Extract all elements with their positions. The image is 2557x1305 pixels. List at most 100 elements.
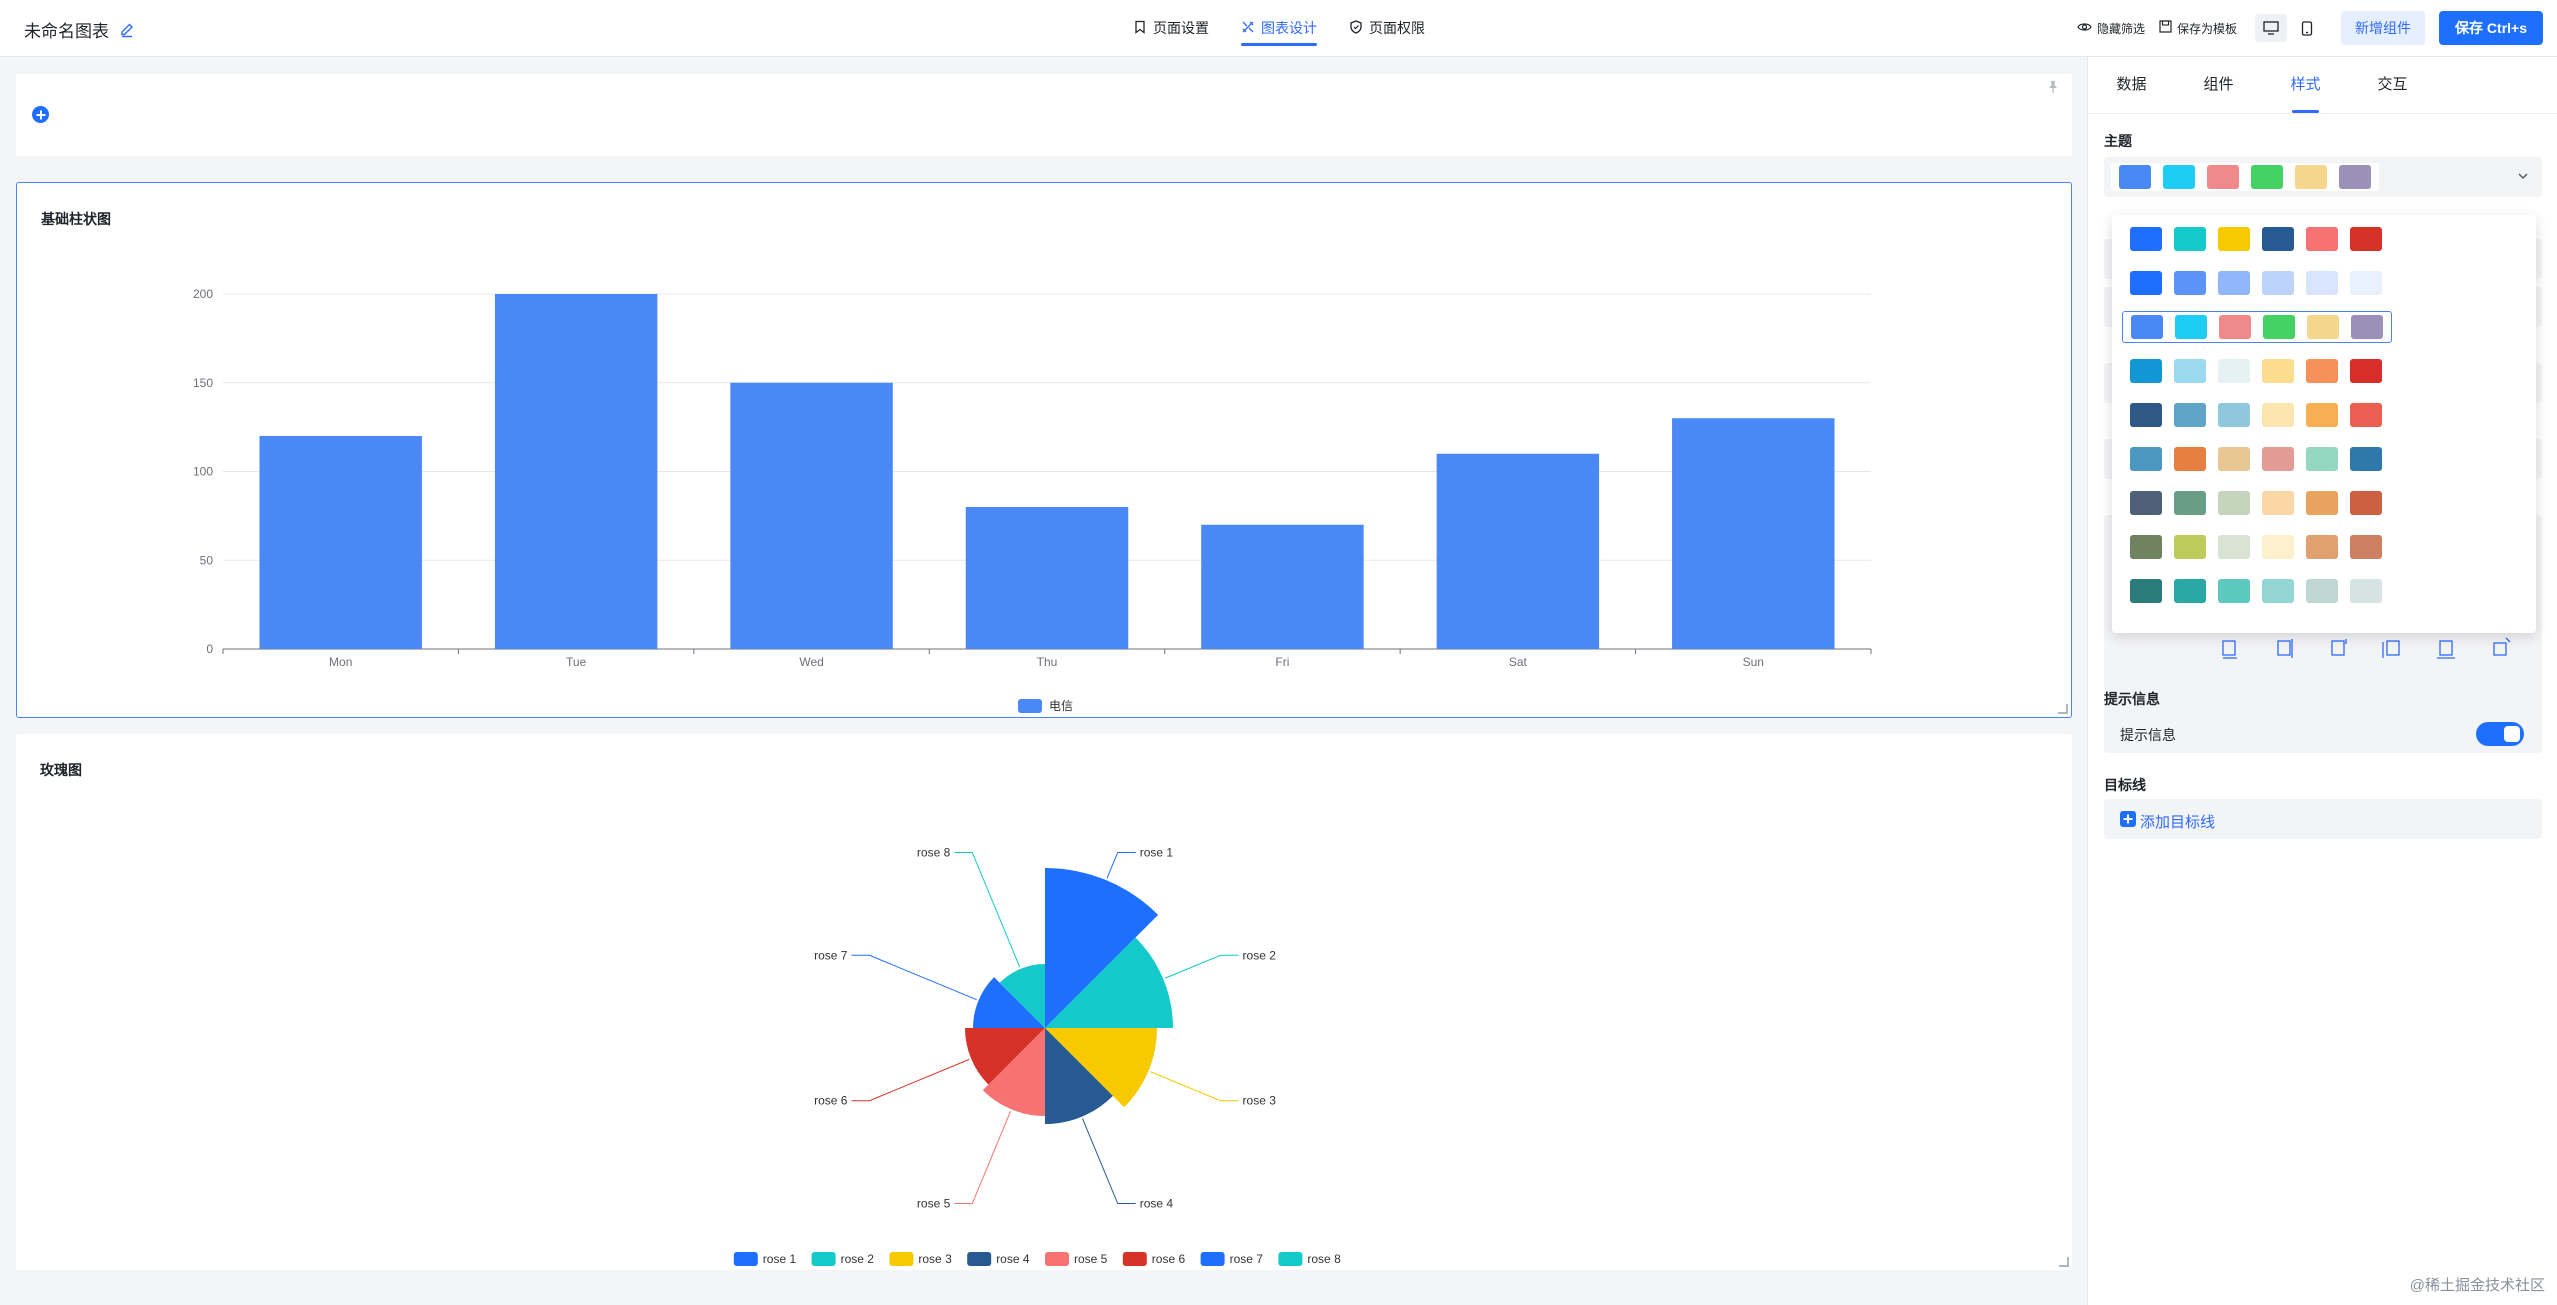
align-right-icon[interactable] — [2323, 634, 2353, 664]
theme-palette-dropdown — [2112, 215, 2536, 633]
palette-swatch — [2350, 535, 2382, 559]
shield-icon — [1349, 19, 1363, 37]
document-title: 未命名图表 — [24, 22, 109, 41]
palette-option[interactable] — [2122, 575, 2392, 607]
palette-swatch — [2218, 271, 2250, 295]
align-middle-icon[interactable] — [2431, 634, 2461, 664]
tab-page-settings[interactable]: 页面设置 — [1133, 0, 1209, 56]
tab-style[interactable]: 样式 — [2262, 57, 2349, 113]
palette-swatch — [2262, 579, 2294, 603]
rose-chart: rose 1 rose 2 rose 3 rose 4 rose 5 rose 6 rose… — [733, 845, 1341, 1266]
palette-swatch — [2130, 491, 2162, 515]
y-tick-label: 150 — [193, 376, 213, 390]
tab-chart-design[interactable]: 图表设计 — [1241, 0, 1317, 56]
tooltip-toggle[interactable] — [2476, 722, 2524, 746]
palette-option[interactable] — [2122, 443, 2392, 475]
top-bar: 未命名图表 页面设置 图表设计 页面权限 隐藏筛选 保存为模板 — [0, 0, 2557, 57]
palette-swatch — [2350, 359, 2382, 383]
save-button[interactable]: 保存 Ctrl+s — [2439, 11, 2543, 45]
x-tick-label: Sun — [1743, 655, 1764, 669]
slice-label: rose 6 — [814, 1094, 848, 1108]
desktop-icon[interactable] — [2255, 14, 2288, 42]
filter-area-card — [16, 74, 2072, 156]
pin-icon[interactable] — [2046, 80, 2060, 99]
edit-icon[interactable] — [119, 22, 135, 38]
y-tick-label: 0 — [206, 642, 213, 656]
tooltip-row: 提示信息 — [2104, 713, 2542, 753]
align-bottom-icon[interactable] — [2485, 634, 2515, 664]
plus-square-icon — [2120, 811, 2136, 827]
hide-filter-button[interactable]: 隐藏筛选 — [2077, 20, 2145, 37]
theme-selected-swatches — [2111, 163, 2379, 191]
legend-label: rose 1 — [763, 1252, 797, 1266]
chart-title: 玫瑰图 — [40, 762, 82, 778]
palette-swatch — [2218, 535, 2250, 559]
header-actions: 隐藏筛选 保存为模板 新增组件 保存 Ctrl+s — [2077, 0, 2543, 56]
x-tick-label: Wed — [799, 655, 823, 669]
align-top-icon[interactable] — [2377, 634, 2407, 664]
legend-swatch — [811, 1252, 836, 1266]
tab-components[interactable]: 组件 — [2203, 76, 2234, 93]
palette-swatch — [2175, 315, 2207, 339]
palette-swatch — [2218, 227, 2250, 251]
palette-swatch — [2130, 271, 2162, 295]
save-template-button[interactable]: 保存为模板 — [2159, 20, 2237, 37]
palette-swatch — [2218, 491, 2250, 515]
palette-option[interactable] — [2122, 531, 2392, 563]
align-left-icon[interactable] — [2215, 634, 2245, 664]
palette-swatch — [2174, 491, 2206, 515]
palette-swatch — [2130, 359, 2162, 383]
palette-option[interactable] — [2122, 487, 2392, 519]
tab-page-permissions[interactable]: 页面权限 — [1349, 0, 1425, 56]
label-leader-line — [1106, 851, 1136, 879]
palette-swatch — [2218, 403, 2250, 427]
palette-swatch — [2262, 447, 2294, 471]
legend-label: rose 3 — [918, 1252, 952, 1266]
legend-swatch — [1278, 1252, 1303, 1266]
palette-option[interactable] — [2122, 223, 2392, 255]
add-target-line-button[interactable]: 添加目标线 — [2104, 799, 2542, 839]
chevron-down-icon — [2516, 169, 2530, 188]
palette-swatch — [2262, 359, 2294, 383]
palette-option[interactable] — [2122, 355, 2392, 387]
save-icon — [2159, 20, 2172, 36]
resize-handle[interactable] — [2058, 704, 2068, 714]
palette-swatch — [2174, 227, 2206, 251]
palette-option[interactable] — [2122, 267, 2392, 299]
resize-handle[interactable] — [2059, 1257, 2069, 1267]
palette-swatch — [2262, 403, 2294, 427]
legend-swatch — [733, 1252, 758, 1266]
label-leader-line — [1082, 1118, 1136, 1205]
align-center-icon[interactable] — [2269, 634, 2299, 664]
palette-swatch — [2130, 227, 2162, 251]
legend-label: rose 5 — [1074, 1252, 1108, 1266]
bar — [1436, 453, 1600, 649]
x-tick-label: Mon — [329, 655, 352, 669]
palette-swatch — [2306, 535, 2338, 559]
slice-label: rose 8 — [917, 845, 951, 859]
palette-swatch — [2262, 271, 2294, 295]
theme-select[interactable] — [2104, 157, 2542, 197]
mobile-icon[interactable] — [2291, 14, 2323, 42]
x-tick-label: Tue — [566, 655, 587, 669]
theme-swatch — [2163, 165, 2195, 189]
bar — [259, 436, 422, 649]
tab-data[interactable]: 数据 — [2116, 76, 2147, 93]
palette-swatch — [2350, 491, 2382, 515]
bar-chart-card[interactable]: 基础柱状图 0 50 100 150 200 Mon Tue Wed Thu Fri Sat Sun 电… — [16, 182, 2072, 718]
palette-option[interactable] — [2122, 311, 2392, 343]
legend-label: rose 4 — [996, 1252, 1030, 1266]
legend-swatch — [967, 1252, 992, 1266]
add-component-button[interactable]: 新增组件 — [2341, 11, 2426, 45]
tooltip-label: 提示信息 — [2120, 727, 2176, 743]
add-filter-icon[interactable] — [32, 106, 49, 123]
palette-swatch — [2307, 315, 2339, 339]
palette-option[interactable] — [2122, 399, 2392, 431]
tab-interaction[interactable]: 交互 — [2377, 76, 2408, 93]
slice-label: rose 3 — [1243, 1094, 1277, 1108]
palette-swatch — [2262, 227, 2294, 251]
theme-swatch — [2295, 165, 2327, 189]
palette-swatch — [2130, 535, 2162, 559]
legend-swatch — [1018, 699, 1042, 713]
rose-chart-card[interactable]: 玫瑰图 rose 1 rose 2 rose 3 rose 4 rose 5 rose 6… — [16, 734, 2072, 1270]
